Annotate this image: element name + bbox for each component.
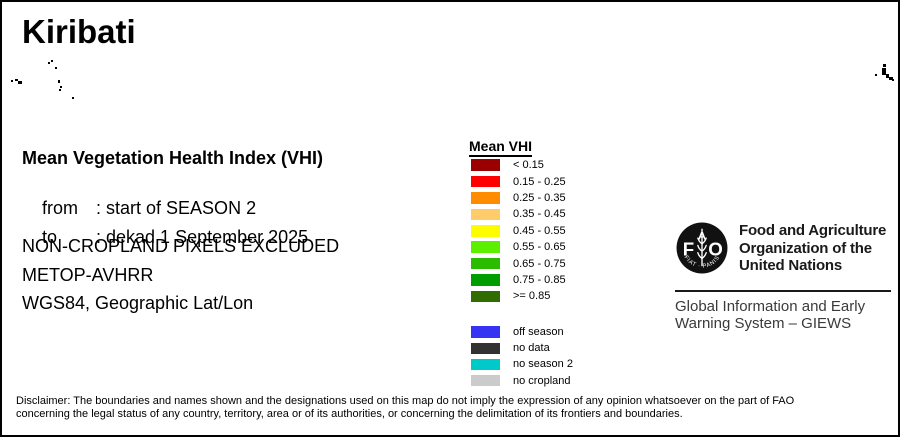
fao-org-line-3: United Nations — [739, 257, 843, 274]
legend-label: no data — [513, 342, 550, 355]
legend-label: < 0.15 — [513, 159, 544, 172]
island-dot — [875, 74, 877, 76]
svg-text:O: O — [708, 238, 723, 259]
island-dot — [48, 62, 50, 64]
island-dot — [72, 97, 74, 99]
info-row-to: to : dekad 1 September 2025 — [22, 207, 308, 267]
fao-logo-icon: F O A FIAT · PANIS — [676, 222, 728, 274]
island-dot — [55, 67, 57, 69]
island-dot — [15, 79, 18, 81]
fao-org-line-1: Food and Agriculture — [739, 222, 887, 239]
legend-class-list: < 0.15 0.15 - 0.25 0.25 - 0.35 0.35 - 0.45 0… — [471, 157, 566, 305]
legend-class-row: < 0.15 — [471, 157, 566, 173]
legend-swatch — [471, 374, 500, 387]
island-dot — [51, 60, 53, 62]
fao-org-name: Food and Agriculture Organization of the… — [739, 222, 886, 275]
legend-swatch — [471, 342, 500, 355]
legend-special-row: no season 2 — [471, 356, 573, 372]
legend-swatch — [471, 175, 500, 188]
legend-label: no cropland — [513, 374, 571, 387]
info-line-projection: WGS84, Geographic Lat/Lon — [22, 293, 254, 313]
legend-swatch — [471, 358, 500, 371]
legend-label: >= 0.85 — [513, 290, 551, 303]
legend-label: 0.35 - 0.45 — [513, 208, 566, 221]
info-row-to-label: to — [42, 227, 58, 247]
legend-special-list: off season no data no season 2 no cropland — [471, 324, 573, 389]
divider-line — [675, 290, 891, 292]
legend-label: 0.65 - 0.75 — [513, 257, 566, 270]
island-dot — [886, 74, 889, 78]
legend-swatch — [471, 208, 500, 221]
disclaimer: Disclaimer: The boundaries and names sho… — [16, 395, 794, 421]
disclaimer-line-1: Disclaimer: The boundaries and names sho… — [16, 395, 795, 407]
legend-label: no season 2 — [513, 358, 573, 371]
page-title: Kiribati — [22, 13, 136, 50]
legend-swatch — [471, 241, 500, 253]
fao-org-line-2: Organization of the — [739, 239, 872, 257]
legend-special-row: no cropland — [471, 373, 573, 389]
legend-class-row: 0.75 - 0.85 — [471, 272, 566, 288]
svg-text:F: F — [683, 238, 694, 259]
info-line-sensor: METOP-AVHRR — [22, 265, 154, 285]
legend-class-row: 0.45 - 0.55 — [471, 223, 566, 239]
legend-label: 0.75 - 0.85 — [513, 273, 566, 286]
giews-label: Global Information and Early Warning Sys… — [675, 298, 866, 332]
island-dot — [59, 89, 61, 91]
info-row-to-value: : dekad 1 September 2025 — [96, 227, 309, 247]
island-dot — [18, 81, 22, 84]
legend-label: 0.15 - 0.25 — [513, 175, 566, 188]
legend-label: 0.25 - 0.35 — [513, 191, 566, 204]
legend-class-row: 0.25 - 0.35 — [471, 190, 566, 206]
giews-line-1: Global Information and Early — [675, 298, 866, 315]
info-row-from: from : start of SEASON 2 — [22, 178, 256, 238]
legend-swatch — [471, 274, 500, 286]
legend-class-row: 0.55 - 0.65 — [471, 239, 566, 255]
legend-label: 0.45 - 0.55 — [513, 224, 566, 237]
legend-swatch — [471, 159, 500, 171]
island-dot — [883, 64, 886, 67]
info-row-from-value: : start of SEASON 2 — [96, 198, 257, 218]
info-heading: Mean Vegetation Health Index (VHI) — [22, 148, 324, 168]
legend-swatch — [471, 290, 500, 303]
info-row-from-label: from — [42, 198, 79, 218]
legend-swatch — [471, 326, 500, 338]
legend-swatch — [471, 257, 500, 270]
legend-swatch — [471, 225, 500, 237]
legend-label: 0.55 - 0.65 — [513, 241, 566, 254]
info-line-cropland: NON-CROPLAND PIXELS EXCLUDED — [22, 236, 340, 256]
legend-class-row: >= 0.85 — [471, 288, 566, 304]
island-dot — [882, 68, 886, 75]
island-dot — [11, 80, 13, 82]
legend-label: off season — [513, 326, 564, 339]
giews-line-2: Warning System – GIEWS — [675, 314, 852, 332]
disclaimer-line-2: concerning the legal status of any count… — [16, 408, 683, 420]
island-dot — [892, 79, 894, 81]
legend-special-row: no data — [471, 340, 573, 356]
island-dot — [889, 77, 893, 80]
legend-special-row: off season — [471, 324, 573, 340]
legend-class-row: 0.35 - 0.45 — [471, 206, 566, 222]
legend-class-row: 0.65 - 0.75 — [471, 255, 566, 271]
island-dot — [58, 80, 60, 83]
legend-class-row: 0.15 - 0.25 — [471, 173, 566, 189]
legend-swatch — [471, 192, 500, 204]
legend-title: Mean VHI — [469, 138, 533, 157]
island-dot — [60, 86, 62, 88]
